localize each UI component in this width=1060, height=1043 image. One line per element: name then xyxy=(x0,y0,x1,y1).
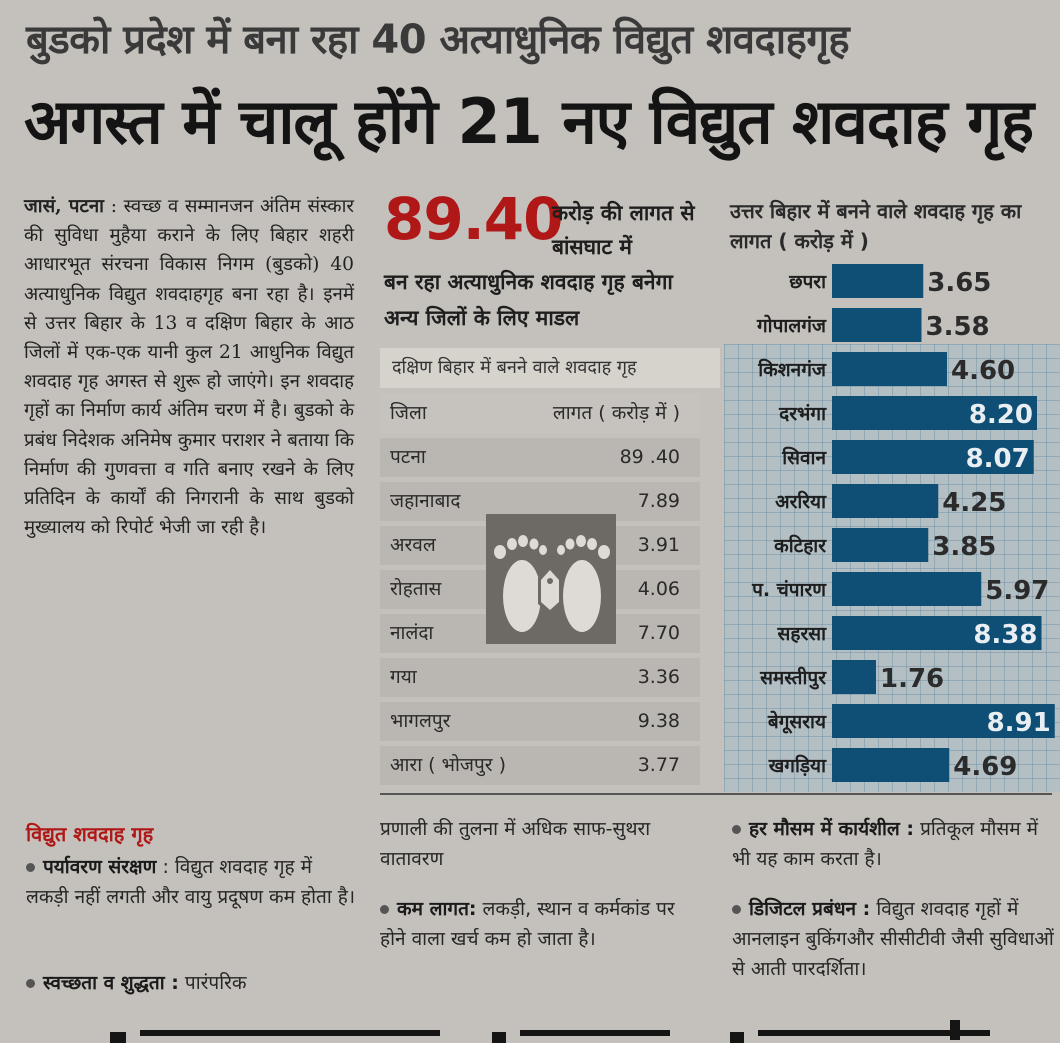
note-all-weather: हर मौसम में कार्यशील : प्रतिकूल मौसम में… xyxy=(732,814,1054,874)
dateline: जासं, पटना xyxy=(24,196,104,217)
bullet-icon xyxy=(26,863,35,872)
table-row: आरा ( भोजपुर ) 3.77 xyxy=(380,746,700,785)
note-text: प्रतिकूल मौसम में भी यह काम करता है। xyxy=(732,818,1039,870)
bar-category-label: बेगूसराय xyxy=(767,710,827,734)
col-district-header: जिला xyxy=(390,402,427,424)
notes-title: विद्युत शवदाह गृह xyxy=(26,822,154,846)
bar xyxy=(832,528,929,562)
bar-value-label: 1.76 xyxy=(880,664,944,694)
cost-cell: 7.89 xyxy=(637,490,680,512)
bar xyxy=(832,572,982,606)
south-cost-table: जिला लागत ( करोड़ में ) पटना 89 .40 जहाना… xyxy=(380,394,700,790)
bar xyxy=(832,748,950,782)
bar xyxy=(832,440,1034,474)
note-cleanliness: स्वच्छता व शुद्धता : पारंपरिक xyxy=(26,968,356,998)
cost-cell: 3.77 xyxy=(637,754,680,776)
cost-cell: 7.70 xyxy=(637,622,680,644)
bar-category-label: सहरसा xyxy=(777,623,828,645)
note-label: हर मौसम में कार्यशील : xyxy=(749,818,915,840)
cost-cell: 3.36 xyxy=(637,666,680,688)
district-cell: नालंदा xyxy=(390,622,434,644)
chart-title: उत्तर बिहार में बनने वाले शवदाह गृह का ल… xyxy=(730,199,1022,253)
bullet-icon xyxy=(380,905,389,914)
cost-cell: 9.38 xyxy=(637,710,680,732)
bar-category-label: प. चंपारण xyxy=(751,579,827,601)
bar-value-label: 4.25 xyxy=(942,488,1006,518)
bar-value-label: 8.20 xyxy=(969,400,1033,430)
bar-value-label: 4.69 xyxy=(953,752,1017,782)
bar-value-label: 3.58 xyxy=(926,312,990,342)
highlight-number: 89.40 xyxy=(384,185,563,253)
bar xyxy=(832,352,947,386)
bar-category-label: दरभंगा xyxy=(778,403,827,425)
bar-value-label: 8.07 xyxy=(966,444,1030,474)
note-low-cost: कम लागत: लकड़ी, स्थान व कर्मकांड पर होने… xyxy=(380,894,690,954)
bar-category-label: कटिहार xyxy=(773,534,827,557)
district-cell: गया xyxy=(390,666,417,688)
district-cell: पटना xyxy=(390,446,426,468)
lead-body: : स्वच्छ व सम्मानजन अंतिम संस्कार की सुव… xyxy=(24,196,354,539)
bullet-icon xyxy=(732,905,741,914)
bullet-icon xyxy=(26,979,35,988)
lead-article: जासं, पटना : स्वच्छ व सम्मानजन अंतिम संस… xyxy=(24,192,354,542)
bar-category-label: समस्तीपुर xyxy=(759,666,827,690)
cost-cell: 3.91 xyxy=(637,534,680,556)
district-cell: आरा ( भोजपुर ) xyxy=(390,754,506,776)
note-label: डिजिटल प्रबंधन : xyxy=(749,898,871,920)
bar-category-label: खगड़िया xyxy=(768,754,827,777)
bar xyxy=(832,396,1037,430)
district-cell: जहानाबाद xyxy=(390,490,461,512)
district-cell: भागलपुर xyxy=(390,710,451,732)
bar-value-label: 4.60 xyxy=(951,356,1015,386)
note-text: : विद्युत शवदाह गृह में लकड़ी नहीं लगती … xyxy=(26,856,356,908)
highlight-text-2: बन रहा अत्याधुनिक शवदाह गृह बनेगा अन्य ज… xyxy=(384,270,673,330)
note-cleanliness-cont: प्रणाली की तुलना में अधिक साफ-सुथरा वाता… xyxy=(380,814,690,874)
note-text: पारंपरिक xyxy=(178,972,247,994)
bar xyxy=(832,484,939,518)
north-cost-chart: छपरा 3.65 गोपालगंज 3.58 किशनगंज 4.60 दरभंगा 8.2… xyxy=(724,258,1060,792)
note-label: कम लागत: xyxy=(397,898,477,920)
bar-value-label: 3.85 xyxy=(932,532,996,562)
table-row: भागलपुर 9.38 xyxy=(380,702,700,741)
cut-off-next-headline xyxy=(110,1020,990,1043)
cost-cell: 89 .40 xyxy=(619,446,680,468)
note-label: पर्यावरण संरक्षण xyxy=(43,856,157,878)
note-digital: डिजिटल प्रबंधन : विद्युत शवदाह गृहों में… xyxy=(732,894,1054,984)
bar-value-label: 5.97 xyxy=(985,576,1049,606)
bar-value-label: 8.38 xyxy=(973,620,1037,650)
bar-value-label: 8.91 xyxy=(987,708,1051,738)
district-cell: अरवल xyxy=(390,534,436,556)
col-cost-header: लागत ( करोड़ में ) xyxy=(552,402,680,424)
bullet-icon xyxy=(732,825,741,834)
footprints-tag-icon xyxy=(486,514,616,644)
cost-cell: 4.06 xyxy=(637,578,680,600)
bar xyxy=(832,264,924,298)
bar-value-label: 3.65 xyxy=(927,268,991,298)
table-row: पटना 89 .40 xyxy=(380,438,700,477)
note-environment: पर्यावरण संरक्षण : विद्युत शवदाह गृह में… xyxy=(26,852,356,912)
bar-category-label: गोपालगंज xyxy=(756,314,827,337)
bar-category-label: छपरा xyxy=(788,271,827,293)
bar-category-label: किशनगंज xyxy=(757,358,827,381)
district-cell: रोहतास xyxy=(390,578,442,600)
highlight-text-1: करोड़ की लागत से बांसघाट में xyxy=(552,201,695,259)
note-text: प्रणाली की तुलना में अधिक साफ-सुथरा वाता… xyxy=(380,818,651,870)
bar xyxy=(832,660,876,694)
bar-category-label: सिवान xyxy=(781,446,827,469)
note-text: लकड़ी, स्थान व कर्मकांड पर होने वाला खर्… xyxy=(380,898,675,950)
note-text: विद्युत शवदाह गृहों में आनलाइन बुकिंगऔर … xyxy=(732,898,1054,980)
divider xyxy=(380,793,1052,795)
south-table-title: दक्षिण बिहार में बनने वाले शवदाह गृह xyxy=(380,348,720,388)
bar xyxy=(832,308,922,342)
table-header-row: जिला लागत ( करोड़ में ) xyxy=(380,394,700,433)
bar xyxy=(832,616,1042,650)
table-row: गया 3.36 xyxy=(380,658,700,697)
kicker-headline: बुडको प्रदेश में बना रहा 40 अत्याधुनिक व… xyxy=(26,17,850,63)
main-headline: अगस्त में चालू होंगे 21 नए विद्युत शवदाह… xyxy=(24,85,1034,158)
bar xyxy=(832,704,1055,738)
bar-category-label: अररिया xyxy=(775,490,827,513)
note-label: स्वच्छता व शुद्धता : xyxy=(43,972,179,994)
